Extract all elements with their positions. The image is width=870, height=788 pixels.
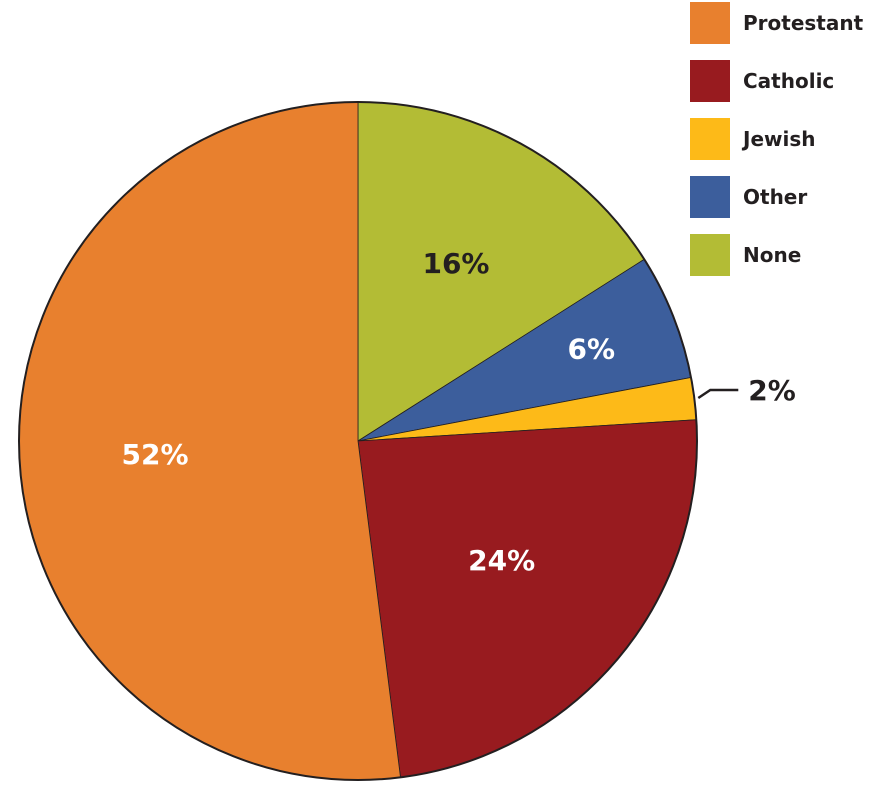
legend-swatch-none	[690, 234, 730, 276]
slice-label-none: 16%	[422, 247, 489, 280]
pie-slice-protestant	[18, 101, 401, 781]
legend-swatch-catholic	[690, 60, 730, 102]
pie-outline	[18, 101, 698, 781]
slice-label-jewish: 2%	[748, 374, 796, 407]
legend-swatch-protestant	[690, 2, 730, 44]
legend-item-none: None	[690, 234, 801, 276]
legend-item-jewish: Jewish	[690, 118, 815, 160]
slice-label-other: 6%	[567, 333, 615, 366]
slice-label-catholic: 24%	[468, 544, 535, 577]
legend: Protestant Catholic Jewish Other None	[690, 2, 864, 276]
legend-label-none: None	[743, 243, 801, 267]
legend-item-catholic: Catholic	[690, 60, 834, 102]
legend-swatch-other	[690, 176, 730, 218]
leader-line-jewish	[697, 388, 739, 400]
legend-swatch-jewish	[690, 118, 730, 160]
legend-label-protestant: Protestant	[743, 11, 864, 35]
legend-item-protestant: Protestant	[690, 2, 864, 44]
legend-label-catholic: Catholic	[743, 69, 834, 93]
legend-item-other: Other	[690, 176, 807, 218]
pie-slices	[18, 101, 698, 781]
slice-label-protestant: 52%	[121, 438, 188, 471]
pie-slice-catholic	[357, 419, 698, 778]
legend-label-jewish: Jewish	[741, 127, 815, 151]
legend-label-other: Other	[743, 185, 807, 209]
pie-slice-labels: 16% 6% 2% 24% 52%	[121, 247, 795, 577]
